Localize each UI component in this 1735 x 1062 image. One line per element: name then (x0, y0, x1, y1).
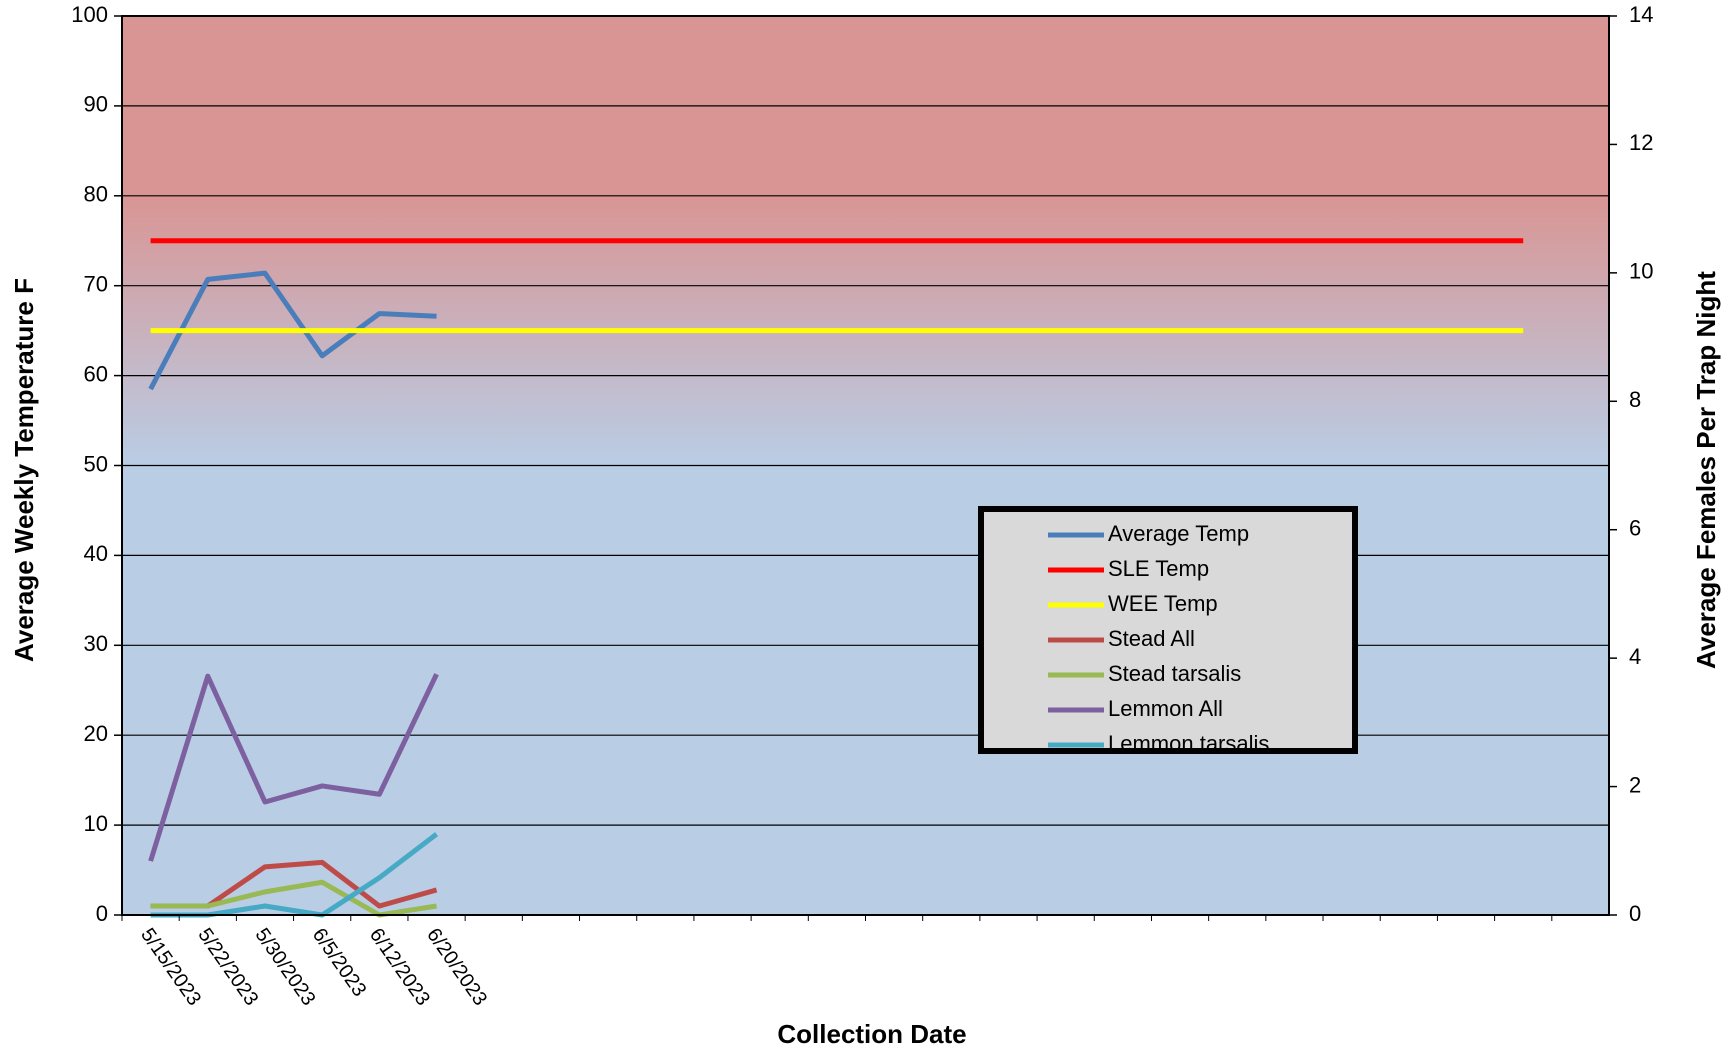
x-tick-label: 6/5/2023 (308, 924, 371, 1000)
y2-tick-label: 2 (1629, 772, 1641, 797)
legend-label: Average Temp (1108, 521, 1249, 546)
y-tick-label: 90 (84, 92, 108, 117)
y-tick-label: 40 (84, 541, 108, 566)
legend-box (978, 506, 1358, 754)
y2-tick-label: 10 (1629, 259, 1653, 284)
y2-tick-label: 8 (1629, 387, 1641, 412)
y2-tick-label: 4 (1629, 644, 1641, 669)
y2-tick-label: 14 (1629, 2, 1653, 27)
series-line (148, 673, 439, 862)
y-tick-label: 50 (84, 451, 108, 476)
legend-label: Lemmon All (1108, 696, 1223, 721)
legend-label: Stead tarsalis (1108, 661, 1241, 686)
series-line (150, 879, 437, 918)
y-tick-label: 70 (84, 272, 108, 297)
y2-axis-title: Average Females Per Trap Night (1691, 271, 1721, 669)
y-tick-label: 30 (84, 631, 108, 656)
y-tick-label: 10 (84, 811, 108, 836)
x-axis-title: Collection Date (777, 1019, 966, 1049)
y2-tick-label: 12 (1629, 130, 1653, 155)
y2-tick-label: 0 (1629, 901, 1641, 926)
series-line (148, 270, 437, 391)
legend-label: SLE Temp (1108, 556, 1209, 581)
legend-label: WEE Temp (1108, 591, 1218, 616)
y-tick-label: 20 (84, 721, 108, 746)
y-tick-label: 80 (84, 182, 108, 207)
y-axis-title: Average Weekly Temperature F (9, 278, 39, 662)
y-tick-label: 0 (96, 901, 108, 926)
legend-label: Lemmon tarsalis (1108, 731, 1269, 756)
y-tick-label: 60 (84, 361, 108, 386)
y-tick-label: 100 (71, 2, 108, 27)
y2-tick-label: 6 (1629, 516, 1641, 541)
legend-label: Stead All (1108, 626, 1195, 651)
